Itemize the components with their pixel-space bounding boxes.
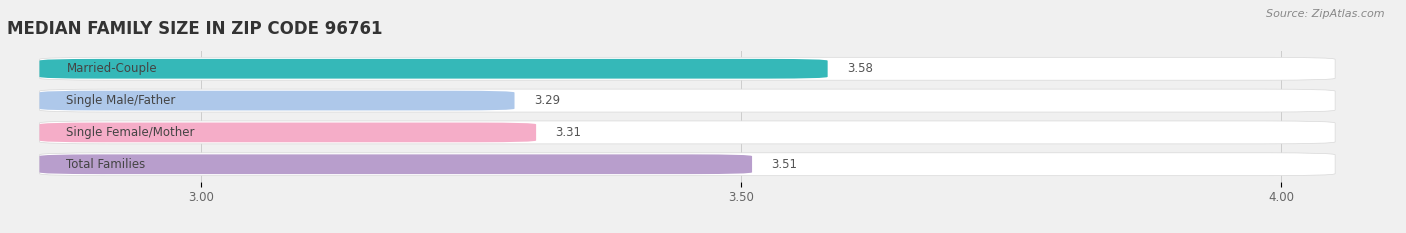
FancyBboxPatch shape [39, 57, 1336, 80]
FancyBboxPatch shape [39, 59, 828, 79]
Text: Source: ZipAtlas.com: Source: ZipAtlas.com [1267, 9, 1385, 19]
FancyBboxPatch shape [39, 123, 536, 142]
Text: Total Families: Total Families [66, 158, 146, 171]
FancyBboxPatch shape [39, 121, 1336, 144]
Text: 3.29: 3.29 [534, 94, 560, 107]
FancyBboxPatch shape [39, 89, 1336, 112]
Text: 3.31: 3.31 [555, 126, 582, 139]
Text: MEDIAN FAMILY SIZE IN ZIP CODE 96761: MEDIAN FAMILY SIZE IN ZIP CODE 96761 [7, 20, 382, 38]
Text: 3.58: 3.58 [846, 62, 873, 75]
Text: Single Male/Father: Single Male/Father [66, 94, 176, 107]
Text: Single Female/Mother: Single Female/Mother [66, 126, 195, 139]
FancyBboxPatch shape [39, 154, 752, 174]
FancyBboxPatch shape [39, 91, 515, 110]
FancyBboxPatch shape [39, 153, 1336, 176]
Text: Married-Couple: Married-Couple [66, 62, 157, 75]
Text: 3.51: 3.51 [772, 158, 797, 171]
